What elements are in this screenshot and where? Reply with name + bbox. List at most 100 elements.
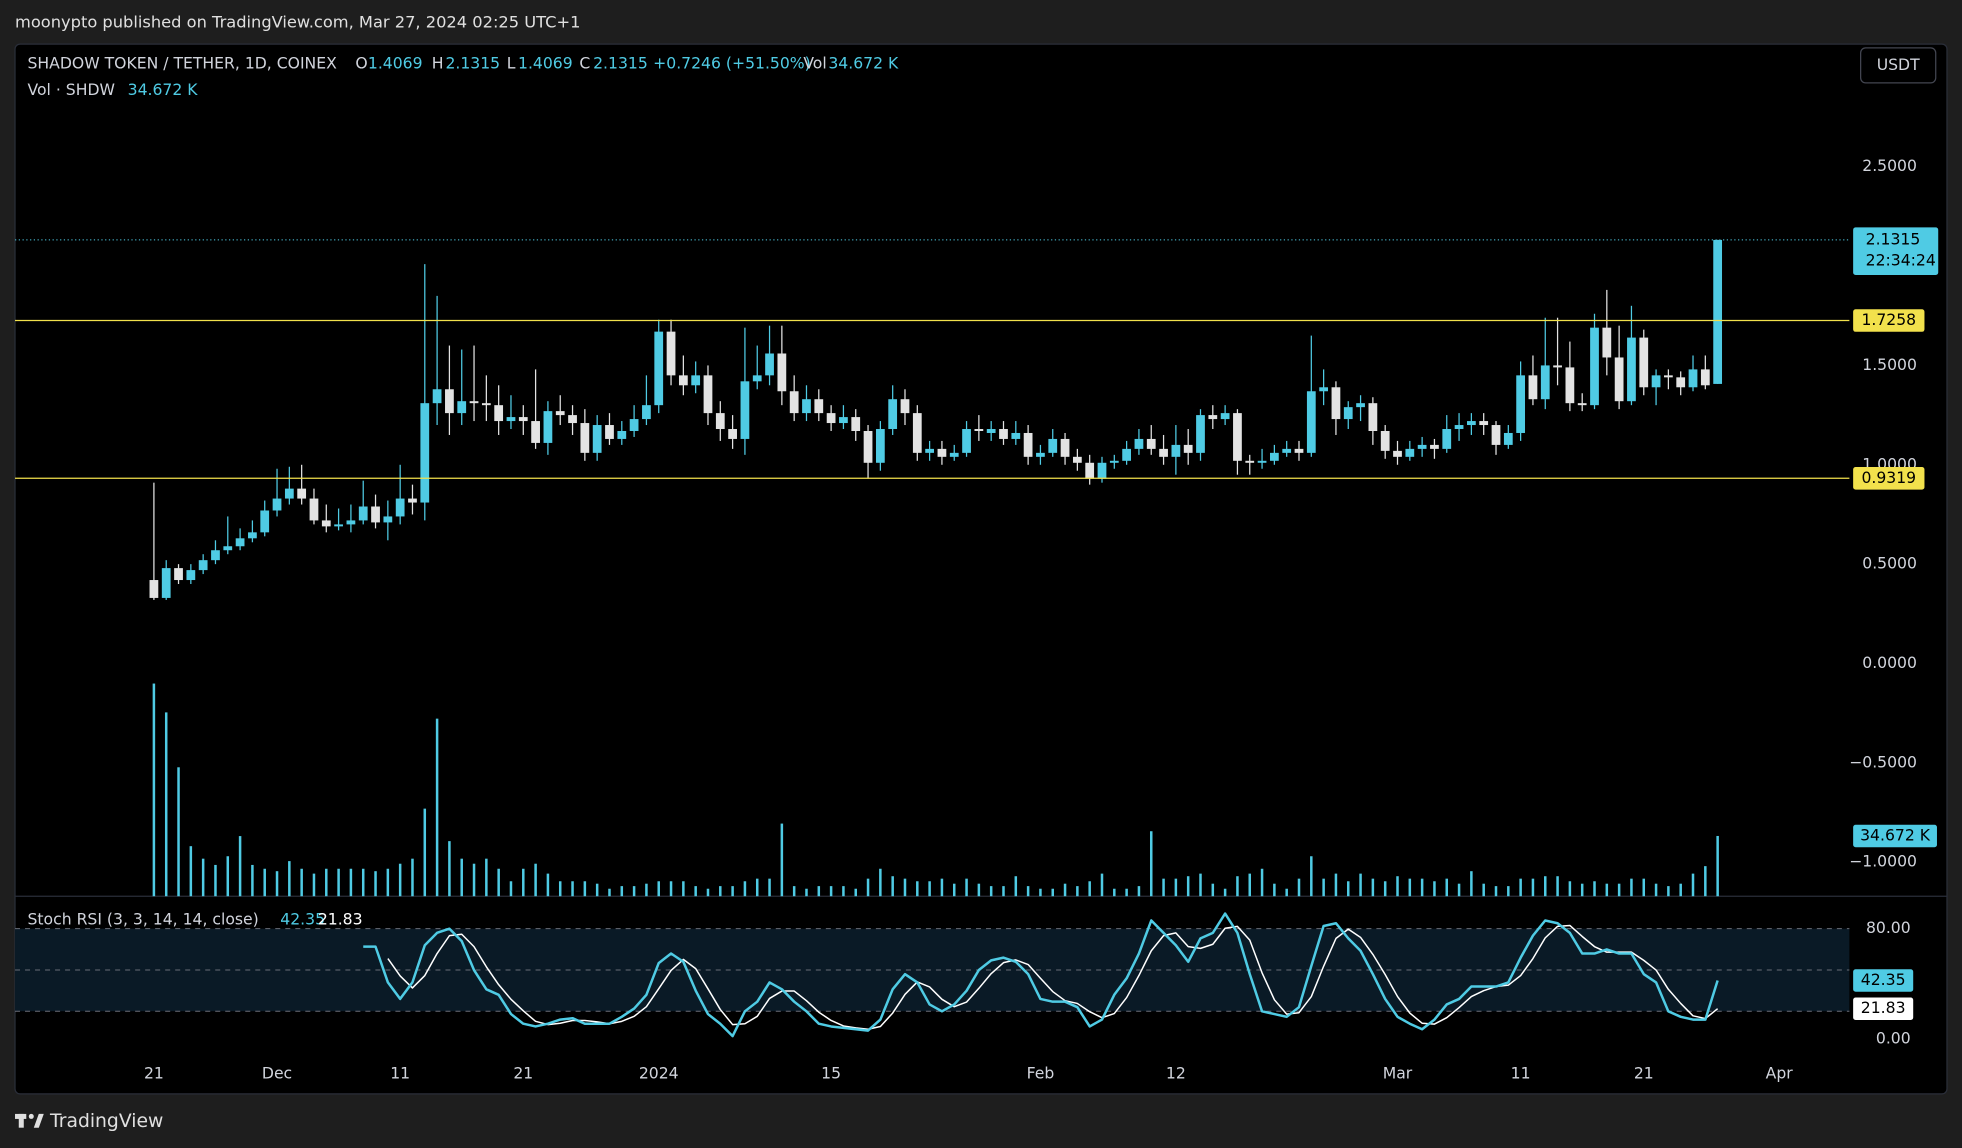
- volume-bar: [719, 886, 722, 897]
- candle-body: [1282, 448, 1292, 453]
- currency-button[interactable]: [1860, 47, 1937, 84]
- candle-body: [777, 353, 787, 392]
- candle-body: [974, 429, 984, 431]
- candle-body: [986, 429, 996, 433]
- volume-bar: [374, 871, 377, 897]
- volume-bar: [1088, 881, 1091, 897]
- volume-bar: [1125, 888, 1128, 897]
- volume-bar: [1273, 883, 1276, 897]
- volume-bar: [866, 878, 870, 897]
- volume-bar: [1063, 883, 1067, 897]
- volume-bar: [1260, 868, 1264, 897]
- candle-body: [1553, 365, 1562, 368]
- stoch-title: Stoch RSI (3, 3, 14, 14, close): [28, 909, 259, 928]
- candle-body: [1467, 421, 1476, 426]
- candle-body: [309, 498, 319, 521]
- volume-bar: [829, 886, 833, 897]
- candle-body: [1171, 444, 1181, 457]
- volume-bar: [891, 876, 894, 897]
- currency-label[interactable]: USDT: [1877, 55, 1920, 74]
- candle-body: [1072, 456, 1082, 463]
- candle-body: [494, 405, 504, 422]
- legend-stoch-d: 21.83: [318, 909, 363, 928]
- candle-body: [1503, 432, 1513, 445]
- volume-bar: [251, 864, 254, 897]
- candle-body: [1713, 239, 1723, 384]
- candle-body: [1590, 327, 1599, 406]
- volume-bar: [423, 808, 427, 897]
- countdown-label: 22:34:24: [1866, 251, 1936, 270]
- volume-bar: [792, 886, 796, 897]
- volume-bar: [288, 861, 291, 897]
- volume-bar: [398, 863, 402, 897]
- volume-bar: [1113, 888, 1116, 897]
- volume-bar: [842, 886, 845, 897]
- volume-bar: [879, 868, 882, 897]
- candle-body: [1430, 444, 1439, 449]
- volume-bar: [509, 881, 513, 897]
- volume-bar: [1199, 873, 1202, 897]
- candle-body: [999, 429, 1008, 439]
- volume-bar: [743, 881, 747, 897]
- stoch-value-box: [1853, 997, 1914, 1021]
- volume-bar: [595, 883, 599, 897]
- candle-body: [1306, 391, 1316, 453]
- volume-bar: [1556, 876, 1559, 897]
- footer-brand: TradingView: [49, 1111, 163, 1132]
- legend-volume-value: 34.672 K: [128, 80, 199, 99]
- y-tick-label: −1.0000: [1849, 852, 1917, 871]
- candle-body: [1023, 432, 1033, 457]
- x-tick-label: Feb: [1027, 1063, 1055, 1082]
- x-tick-label: 2024: [639, 1063, 679, 1082]
- volume-bar: [1605, 883, 1609, 897]
- candle-body: [198, 560, 208, 571]
- candle-body: [863, 430, 873, 463]
- volume-bar: [1297, 878, 1301, 897]
- volume-bar: [731, 886, 734, 897]
- volume-bar: [657, 881, 660, 897]
- legend-item: 2.1315: [593, 54, 648, 73]
- volume-bar: [1433, 881, 1436, 897]
- candle-body: [937, 448, 947, 457]
- candle-body: [1245, 460, 1255, 463]
- candle-body: [1319, 387, 1329, 392]
- x-tick-label: Dec: [262, 1063, 292, 1082]
- candle-body: [629, 419, 639, 431]
- volume-bar: [558, 881, 562, 897]
- candle-body: [839, 417, 848, 424]
- candle-body: [900, 399, 910, 414]
- candle-body: [1085, 462, 1095, 479]
- candle-body: [432, 389, 442, 404]
- candle-body: [1183, 444, 1193, 453]
- candle-body: [1159, 448, 1168, 457]
- volume-bar: [448, 841, 451, 897]
- x-tick-label: 15: [821, 1063, 841, 1082]
- candle-body: [1651, 375, 1661, 388]
- volume-bar: [694, 886, 697, 897]
- candle-body: [186, 570, 196, 581]
- candle-body: [1036, 452, 1045, 457]
- volume-bar: [916, 881, 919, 897]
- volume-bar: [1691, 873, 1695, 897]
- volume-bar: [571, 881, 574, 897]
- candle-body: [949, 452, 959, 457]
- volume-bar: [1383, 881, 1387, 897]
- candle-body: [1442, 429, 1452, 449]
- volume-bar: [1211, 883, 1215, 897]
- volume-bar: [817, 886, 821, 897]
- candle-body: [284, 488, 294, 499]
- candle-body: [789, 391, 799, 414]
- legend-item: 34.672 K: [828, 54, 899, 73]
- candle-body: [875, 429, 885, 463]
- stoch-axis-label: 21.83: [1861, 998, 1906, 1017]
- volume-bar: [583, 881, 587, 897]
- level-label: 1.7258: [1861, 310, 1916, 329]
- stoch-axis-label: 42.35: [1861, 970, 1906, 989]
- volume-bar: [238, 836, 242, 897]
- candle-body: [568, 415, 577, 424]
- candle-body: [518, 417, 528, 422]
- y-tick-label: 0.0000: [1862, 653, 1917, 672]
- candle-body: [211, 550, 220, 561]
- volume-bar: [1519, 878, 1522, 897]
